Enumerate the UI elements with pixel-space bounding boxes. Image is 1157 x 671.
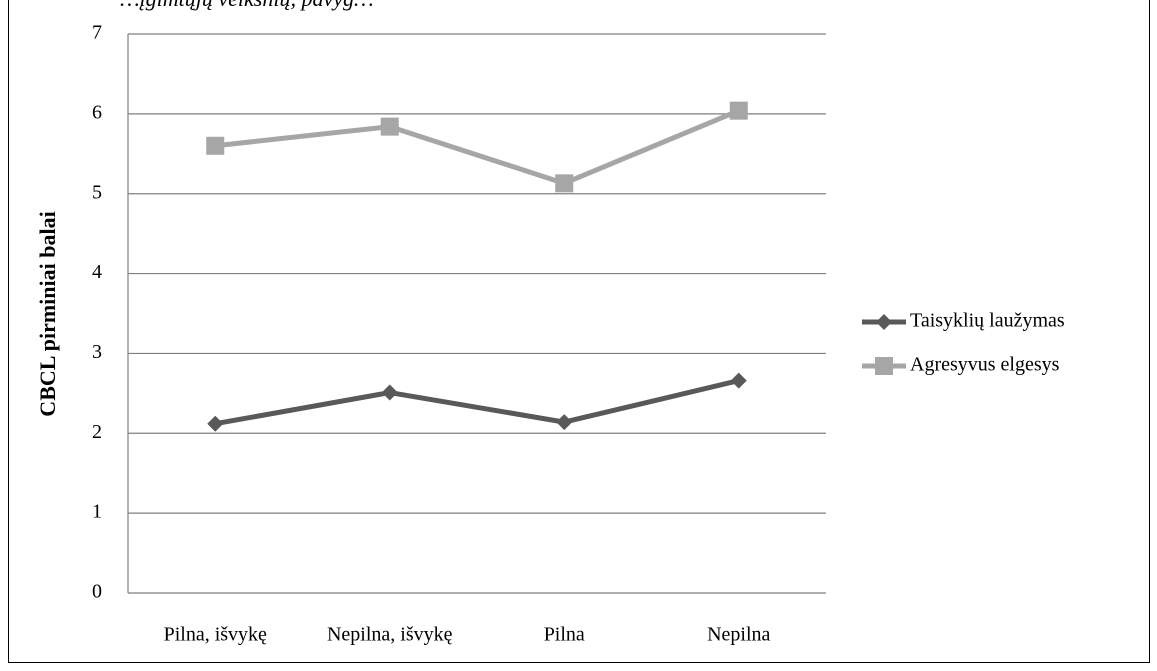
legend-item: Taisyklių laužymas bbox=[862, 310, 1065, 332]
x-tick-label: Nepilna, išvykę bbox=[327, 624, 453, 646]
legend-label: Agresyvus elgesys bbox=[910, 354, 1060, 376]
x-tick-label: Pilna bbox=[544, 624, 585, 646]
data-point bbox=[729, 101, 748, 120]
y-tick-label: 1 bbox=[92, 501, 102, 523]
legend-label: Taisyklių laužymas bbox=[910, 310, 1065, 332]
y-tick-labels: 0 1 2 3 4 5 6 7 bbox=[92, 22, 102, 603]
y-tick-label: 7 bbox=[92, 22, 102, 44]
y-tick-label: 5 bbox=[92, 181, 102, 203]
series-group bbox=[206, 101, 748, 432]
x-tick-labels: Pilna, išvykę Nepilna, išvykę Pilna Nepilna bbox=[164, 624, 771, 646]
data-point bbox=[207, 415, 224, 432]
gridlines bbox=[128, 33, 826, 514]
data-point bbox=[381, 384, 398, 401]
legend-item: Agresyvus elgesys bbox=[862, 354, 1060, 376]
y-tick-label: 0 bbox=[92, 581, 102, 603]
data-point bbox=[555, 174, 574, 193]
legend: Taisyklių laužymas Agresyvus elgesys bbox=[862, 310, 1065, 376]
chart-frame bbox=[8, 0, 1150, 663]
legend-marker bbox=[876, 314, 892, 330]
y-tick-label: 6 bbox=[92, 101, 102, 123]
x-tick-label: Nepilna bbox=[707, 624, 770, 646]
y-tick-label: 3 bbox=[92, 341, 102, 363]
top-caption: …įgimtųjų veiksnių, pavyg… bbox=[120, 0, 374, 12]
data-point bbox=[206, 136, 225, 155]
data-point bbox=[380, 117, 399, 136]
data-point bbox=[730, 372, 747, 389]
data-point bbox=[556, 414, 573, 431]
series-1 bbox=[207, 372, 747, 432]
series-line bbox=[214, 378, 740, 427]
y-tick-label: 4 bbox=[92, 261, 102, 283]
series-line bbox=[214, 108, 740, 186]
series-2 bbox=[206, 101, 748, 193]
x-tick-label: Pilna, išvykę bbox=[164, 624, 267, 646]
y-axis-label: CBCL pirminiai balai bbox=[35, 211, 60, 416]
legend-marker bbox=[875, 357, 893, 375]
y-tick-label: 2 bbox=[92, 421, 102, 443]
